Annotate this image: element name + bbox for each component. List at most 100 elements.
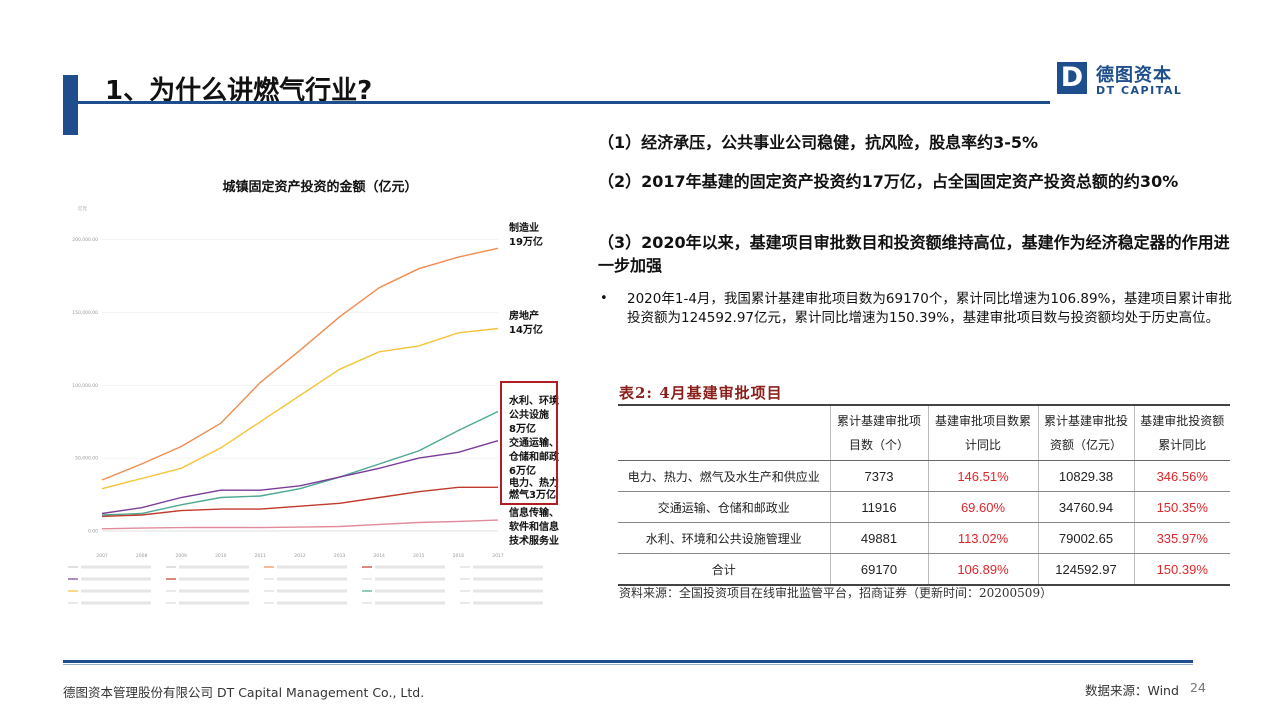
logo-text-en: DT CAPITAL xyxy=(1096,84,1183,97)
table-cell: 合计 xyxy=(618,553,831,586)
chart-title: 城镇固定资产投资的金额（亿元） xyxy=(222,180,418,195)
page-number: 24 xyxy=(1190,680,1206,695)
y-tick-label: 0.00 xyxy=(88,529,98,535)
table-cell: 交通运输、仓储和邮政业 xyxy=(618,491,831,523)
table-cell: 11916 xyxy=(830,491,929,523)
legend-entry xyxy=(81,601,151,605)
table-top-rule xyxy=(618,404,1230,406)
legend-entry xyxy=(179,565,249,569)
point-2: （2）2017年基建的固定资产投资约17万亿，占全国固定资产投资总额的约30% xyxy=(598,172,1179,191)
series-annotation: 8万亿 xyxy=(509,422,536,435)
y-tick-label: 50,000.00 xyxy=(75,456,98,462)
series-annotation: 电力、热力 xyxy=(509,476,559,489)
approval-table: 累计基建审批项目数（个） 基建审批项目数累计同比 累计基建审批投资额（亿元） 基… xyxy=(618,406,1230,586)
series-annotation: 14万亿 xyxy=(509,323,543,336)
x-tick-label: 2008 xyxy=(136,553,148,559)
y-tick-label: 200,000.00 xyxy=(72,237,98,243)
point-3: （3）2020年以来，基建项目审批数目和投资额维持高位，基建作为经济稳定器的作用… xyxy=(598,233,1230,275)
x-tick-label: 2014 xyxy=(373,553,385,559)
y-tick-label: 150,000.00 xyxy=(72,310,98,316)
table-cell: 106.89% xyxy=(928,553,1039,586)
footer-rule-thin xyxy=(63,664,1193,665)
x-tick-label: 2017 xyxy=(492,553,504,559)
logo-mark: D xyxy=(1057,62,1087,94)
title-accent-bar xyxy=(63,75,78,135)
legend-entry xyxy=(473,577,543,581)
series-annotation: 制造业 xyxy=(509,221,539,234)
series-line xyxy=(101,486,498,518)
legend-entry xyxy=(179,589,249,593)
legend-entry xyxy=(81,577,151,581)
footer-company: 德图资本管理股份有限公司 DT Capital Management Co., … xyxy=(63,685,425,700)
series-annotation: 燃气3万亿 xyxy=(509,488,556,501)
table-row: 水利、环境和公共设施管理业 49881 113.02% 79002.65 335… xyxy=(618,522,1230,554)
legend-entry xyxy=(179,577,249,581)
series-annotation: 6万亿 xyxy=(509,464,536,477)
bullet-text: 2020年1-4月，我国累计基建审批项目数为69170个，累计同比增速为106.… xyxy=(627,291,1232,326)
table-header-cell: 累计基建审批项目数（个） xyxy=(830,406,929,461)
series-annotation: 仓储和邮政 xyxy=(508,450,560,463)
legend-entry xyxy=(473,601,543,605)
x-tick-label: 2016 xyxy=(453,553,465,559)
table-cell: 335.97% xyxy=(1134,522,1230,554)
logo-text-cn: 德图资本 xyxy=(1096,65,1172,86)
x-tick-label: 2012 xyxy=(294,553,306,559)
table-cell: 7373 xyxy=(830,460,929,492)
line-chart: 亿元 0.00 50,000.00 100,000.00 150,000.00 200,0… xyxy=(68,205,560,605)
table-row: 电力、热力、燃气及水生产和供应业 7373 146.51% 10829.38 3… xyxy=(618,460,1230,492)
table-cell: 113.02% xyxy=(928,522,1039,554)
x-tick-label: 2007 xyxy=(96,553,108,559)
table-cell: 150.39% xyxy=(1134,553,1230,586)
legend-entry xyxy=(277,589,347,593)
series-line xyxy=(101,440,499,515)
y-unit-label: 亿元 xyxy=(78,205,87,212)
table-cell: 346.56% xyxy=(1134,460,1230,492)
highlight-box xyxy=(500,381,558,505)
table-cell: 124592.97 xyxy=(1038,553,1135,586)
series-line xyxy=(101,247,499,481)
table-header-cell xyxy=(618,406,831,461)
legend-entry xyxy=(473,589,543,593)
table-cell: 69170 xyxy=(830,553,929,586)
series-annotation: 软件和信息 xyxy=(509,520,559,533)
legend-entry xyxy=(81,565,151,569)
legend-entry xyxy=(81,589,151,593)
legend-entry xyxy=(179,601,249,605)
footer-rule xyxy=(63,660,1193,663)
point-1: （1）经济承压，公共事业公司稳健，抗风险，股息率约3-5% xyxy=(598,133,1039,152)
series-annotation: 技术服务业 xyxy=(509,534,559,547)
footer-source: 数据来源：Wind xyxy=(1085,683,1179,698)
x-tick-label: 2009 xyxy=(175,553,187,559)
table-cell: 电力、热力、燃气及水生产和供应业 xyxy=(618,460,831,492)
table-cell: 150.35% xyxy=(1134,491,1230,523)
series-line xyxy=(101,327,499,490)
table-cell: 34760.94 xyxy=(1038,491,1135,523)
legend-entry xyxy=(375,589,445,593)
table-cell: 79002.65 xyxy=(1038,522,1135,554)
series-annotation: 公共设施 xyxy=(509,408,549,421)
legend-entry xyxy=(473,565,543,569)
legend-entry xyxy=(277,565,347,569)
x-tick-label: 2010 xyxy=(215,553,227,559)
series-line xyxy=(101,519,499,530)
x-tick-label: 2015 xyxy=(413,553,425,559)
table-cell: 10829.38 xyxy=(1038,460,1135,492)
table-caption: 表2: 4月基建审批项目 xyxy=(619,384,783,402)
title-underline xyxy=(78,101,1050,104)
table-cell: 49881 xyxy=(830,522,929,554)
table-cell: 146.51% xyxy=(928,460,1039,492)
x-tick-label: 2011 xyxy=(255,553,267,559)
legend-entry xyxy=(375,565,445,569)
table-cell: 69.60% xyxy=(928,491,1039,523)
bullet-dot: • xyxy=(600,291,608,306)
table-header-cell: 基建审批投资额累计同比 xyxy=(1134,406,1230,461)
x-tick-label: 2013 xyxy=(334,553,346,559)
legend-entry xyxy=(375,601,445,605)
series-annotation: 水利、环境 xyxy=(508,394,559,407)
table-header-cell: 基建审批项目数累计同比 xyxy=(928,406,1039,461)
table-source: 资料来源：全国投资项目在线审批监管平台，招商证券（更新时间：20200509） xyxy=(619,586,1053,600)
table-header-cell: 累计基建审批投资额（亿元） xyxy=(1038,406,1135,461)
legend-entry xyxy=(277,601,347,605)
series-annotation: 19万亿 xyxy=(509,235,543,248)
y-tick-label: 100,000.00 xyxy=(72,383,98,389)
